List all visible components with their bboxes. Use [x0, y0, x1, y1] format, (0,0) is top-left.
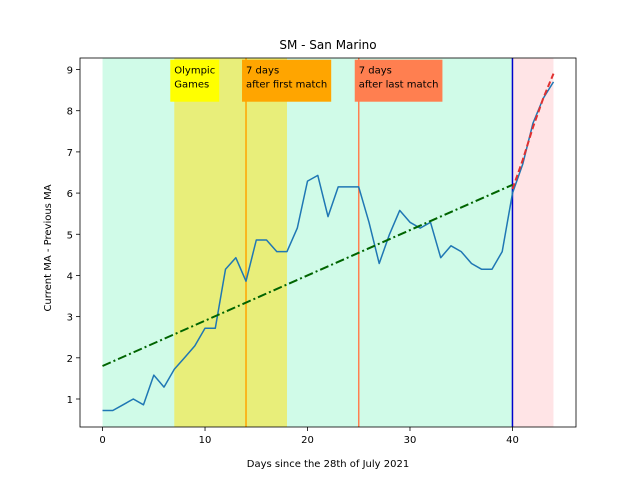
- series-line-3: [511, 73, 555, 190]
- y-tick-label-1: 2: [67, 354, 73, 365]
- y-tick-label-5: 6: [67, 189, 73, 200]
- y-axis-label: Current MA - Previous MA: [43, 184, 54, 311]
- annotation-text-2-1: after last match: [359, 80, 439, 91]
- y-tick-label-4: 5: [67, 230, 73, 241]
- x-axis-label: Days since the 28th of July 2021: [247, 459, 409, 470]
- x-tick-label-4: 40: [506, 435, 519, 446]
- annotation-text-0-1: Games: [174, 80, 209, 91]
- x-tick-label-3: 30: [404, 435, 417, 446]
- annotation-box-2: [354, 59, 443, 102]
- x-tick-label-2: 20: [301, 435, 314, 446]
- plot-frame: [79, 57, 577, 428]
- chart-title: SM - San Marino: [279, 38, 376, 52]
- y-tick-label-0: 1: [67, 395, 73, 406]
- band-2: [512, 58, 554, 427]
- annotation-text-0-0: Olympic: [174, 66, 215, 77]
- band-0: [102, 58, 513, 427]
- x-axis-ticks: 0 10 20 30 40: [99, 427, 519, 446]
- annotation-text-1-1: after first match: [246, 80, 327, 91]
- annotation-box-1: [242, 59, 332, 102]
- annotation-2: 7 days after last match: [354, 59, 443, 102]
- x-tick-label-1: 10: [199, 435, 212, 446]
- annotation-text-2-0: 7 days: [359, 66, 392, 77]
- vertical-markers: [245, 58, 514, 427]
- y-tick-label-2: 3: [67, 313, 73, 324]
- y-tick-label-3: 4: [67, 271, 73, 282]
- y-axis-ticks: 1 2 3 4 5 6 7 8 9: [67, 66, 80, 406]
- y-tick-label-7: 8: [67, 107, 73, 118]
- series-line-1: [102, 183, 513, 367]
- band-1: [174, 58, 288, 427]
- annotation-text-1-0: 7 days: [246, 66, 279, 77]
- shaded-bands: [102, 58, 554, 427]
- annotation-0: Olympic Games: [170, 59, 220, 102]
- y-tick-label-8: 9: [67, 66, 73, 77]
- annotation-1: 7 days after first match: [242, 59, 332, 102]
- annotation-box-0: [170, 59, 220, 102]
- series-line-0: [102, 174, 514, 412]
- series-line-2: [511, 81, 555, 194]
- y-tick-label-6: 7: [67, 148, 73, 159]
- series-lines: [102, 73, 555, 412]
- x-tick-label-0: 0: [99, 435, 105, 446]
